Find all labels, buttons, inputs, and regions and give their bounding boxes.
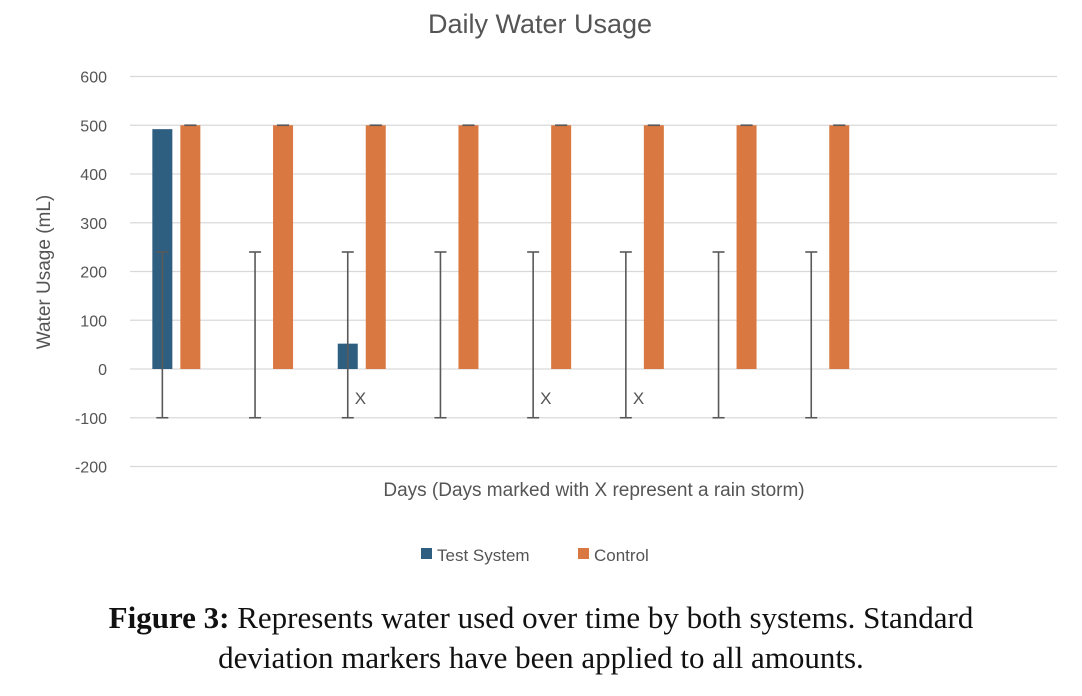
error-bar [805, 251, 818, 419]
y-tick-label: 300 [80, 216, 107, 233]
x-axis-label: Days (Days marked with X represent a rai… [383, 480, 804, 501]
chart-title: Daily Water Usage [428, 9, 652, 39]
bar-control [551, 125, 572, 369]
error-bar [249, 251, 262, 419]
caption-line1: Represents water used over time by both … [229, 600, 974, 635]
y-tick-label: 200 [80, 265, 107, 282]
error-bar [156, 251, 169, 419]
error-bar [341, 251, 354, 419]
caption-line2: deviation markers have been applied to a… [218, 640, 864, 675]
bar-control [736, 125, 757, 369]
y-tick-label: 400 [80, 167, 107, 184]
legend-item: Test System [421, 546, 530, 565]
bar-control [273, 125, 294, 369]
bar-control [458, 125, 479, 369]
legend-swatch [421, 548, 432, 559]
caption-label: Figure 3: [108, 600, 230, 635]
figure-caption: Figure 3: Represents water used over tim… [0, 598, 1082, 678]
y-tick-label: -200 [75, 460, 107, 477]
y-axis-label: Water Usage (mL) [34, 195, 55, 350]
error-bar [619, 251, 632, 419]
bar-control [643, 125, 664, 369]
bar-test-system [152, 129, 173, 369]
rain-storm-marker: X [633, 389, 644, 408]
legend-label: Test System [437, 546, 530, 565]
error-bar [527, 251, 540, 419]
y-tick-label: 0 [98, 362, 107, 379]
y-tick-label: 100 [80, 313, 107, 330]
legend-swatch [578, 548, 589, 559]
error-bar [712, 251, 725, 419]
chart: Daily Water Usage 600 500 400 300 200 100 0 -10… [34, 9, 1057, 565]
error-bar [434, 251, 447, 419]
legend-label: Control [594, 546, 649, 565]
y-tick-label: -100 [75, 411, 107, 428]
bar-control [180, 125, 201, 369]
bar-control [829, 125, 850, 369]
rain-storm-marker: X [355, 389, 366, 408]
rain-storm-marker: X [540, 389, 551, 408]
y-tick-label: 600 [80, 70, 107, 87]
bar-control [365, 125, 386, 369]
y-tick-label: 500 [80, 118, 107, 135]
legend-item: Control [578, 546, 649, 565]
